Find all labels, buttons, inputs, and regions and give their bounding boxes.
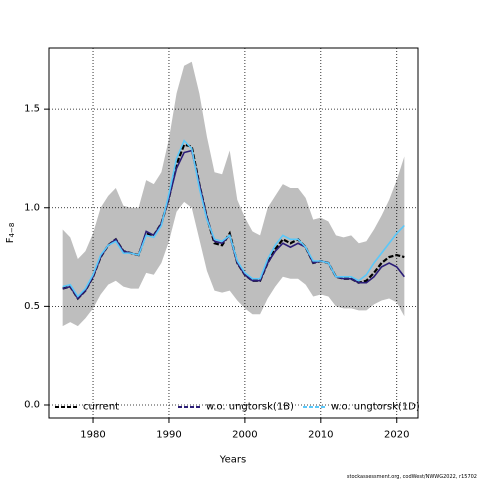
plot-frame: [48, 47, 419, 419]
x-tick-label: 1980: [80, 430, 105, 441]
y-label-main: F: [5, 237, 16, 243]
y-label-sub: 4−8: [8, 223, 16, 238]
x-tick-label: 2000: [232, 430, 257, 441]
legend-label: w.o. ungtorsk(1B): [206, 402, 294, 413]
y-axis-label: F4−8: [5, 223, 17, 244]
y-tick-label: 0.5: [24, 301, 40, 312]
x-tick-label: 1990: [156, 430, 181, 441]
x-tick-label: 2020: [384, 430, 409, 441]
confidence-band: [62, 61, 405, 327]
legend-label: w.o. ungtorsk(1D): [331, 402, 420, 413]
legend-label: current: [83, 402, 119, 413]
y-tick-label: 1.5: [24, 104, 40, 115]
y-tick-label: 0.0: [24, 399, 40, 410]
y-tick-label: 1.0: [24, 202, 40, 213]
x-tick-label: 2010: [308, 430, 333, 441]
series-line: [62, 139, 405, 298]
credit: stockassessment.org, codWest/NWWG2022, r…: [347, 474, 477, 480]
x-axis-label: Years: [219, 455, 246, 466]
